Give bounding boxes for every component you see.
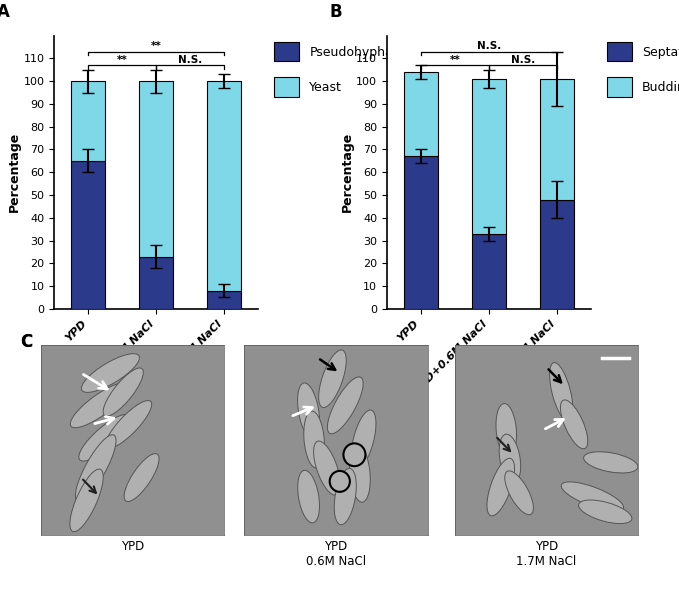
Ellipse shape xyxy=(584,452,638,473)
Bar xyxy=(71,161,105,309)
Ellipse shape xyxy=(103,368,143,416)
Ellipse shape xyxy=(75,435,116,501)
Ellipse shape xyxy=(327,377,363,434)
Ellipse shape xyxy=(351,410,376,469)
Circle shape xyxy=(330,471,350,492)
Text: N.S.: N.S. xyxy=(178,55,202,65)
Ellipse shape xyxy=(560,400,588,449)
Ellipse shape xyxy=(487,459,515,516)
Text: A: A xyxy=(0,3,10,21)
Bar xyxy=(472,233,506,309)
Y-axis label: Percentage: Percentage xyxy=(341,132,354,213)
Ellipse shape xyxy=(297,470,320,523)
Ellipse shape xyxy=(79,414,131,461)
Ellipse shape xyxy=(70,469,103,532)
Text: C: C xyxy=(20,333,33,350)
Ellipse shape xyxy=(106,400,151,448)
Bar xyxy=(139,81,173,257)
X-axis label: YPD
0.6M NaCl: YPD 0.6M NaCl xyxy=(306,540,366,568)
Bar xyxy=(540,79,574,200)
Ellipse shape xyxy=(350,446,370,502)
Text: **: ** xyxy=(117,55,128,65)
Bar xyxy=(71,81,105,161)
Ellipse shape xyxy=(579,500,632,523)
Y-axis label: Percentage: Percentage xyxy=(8,132,21,213)
Ellipse shape xyxy=(496,403,517,457)
Text: C: C xyxy=(20,333,33,350)
Bar xyxy=(139,257,173,309)
Ellipse shape xyxy=(81,353,139,393)
Legend: Septation, Budding: Septation, Budding xyxy=(607,42,679,97)
X-axis label: YPD: YPD xyxy=(121,540,144,553)
Bar xyxy=(472,79,506,233)
Ellipse shape xyxy=(562,482,623,511)
Bar xyxy=(207,290,241,309)
Ellipse shape xyxy=(549,362,573,422)
Bar xyxy=(404,156,438,309)
Legend: Pseudohyphal, Yeast: Pseudohyphal, Yeast xyxy=(274,42,397,97)
Ellipse shape xyxy=(318,350,346,407)
Ellipse shape xyxy=(304,411,325,468)
Ellipse shape xyxy=(334,469,356,525)
Bar xyxy=(404,72,438,156)
Text: B: B xyxy=(330,3,343,21)
X-axis label: YPD
1.7M NaCl: YPD 1.7M NaCl xyxy=(517,540,576,568)
Bar xyxy=(540,200,574,309)
Text: N.S.: N.S. xyxy=(511,55,535,65)
Ellipse shape xyxy=(314,441,340,495)
Circle shape xyxy=(344,443,365,466)
Text: N.S.: N.S. xyxy=(477,41,501,51)
Text: **: ** xyxy=(151,41,162,51)
Bar xyxy=(207,81,241,290)
Ellipse shape xyxy=(504,471,534,515)
Ellipse shape xyxy=(71,383,128,428)
Ellipse shape xyxy=(297,383,320,439)
Ellipse shape xyxy=(499,434,521,483)
Text: **: ** xyxy=(449,55,460,65)
Ellipse shape xyxy=(124,454,159,501)
